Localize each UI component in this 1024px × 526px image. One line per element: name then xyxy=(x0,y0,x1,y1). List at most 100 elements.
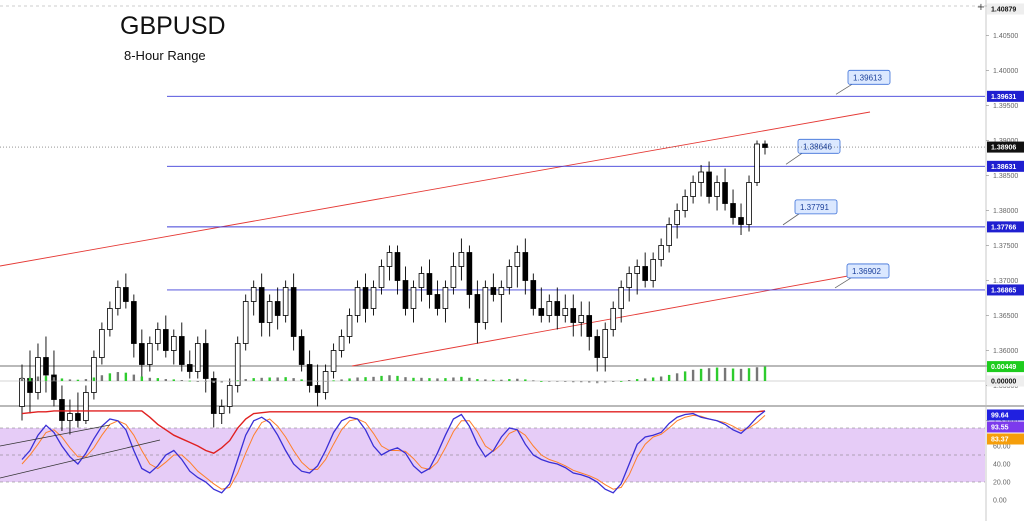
osc-bar xyxy=(108,373,112,381)
candle-up xyxy=(458,252,465,267)
price-tick-label: 1.37500 xyxy=(993,243,1018,250)
osc-bar xyxy=(651,377,655,381)
candle-down xyxy=(290,287,297,337)
osc-bar xyxy=(540,381,543,382)
candle-down xyxy=(274,301,281,316)
osc-bar xyxy=(548,381,551,382)
candle-up xyxy=(650,259,656,281)
osc-bar xyxy=(188,380,191,382)
candle-up xyxy=(514,252,521,267)
osc-bar xyxy=(212,381,215,383)
osc-bar xyxy=(372,376,375,381)
osc-bar xyxy=(36,376,40,381)
callout-pointer xyxy=(785,153,803,165)
osc-bar xyxy=(44,376,48,381)
stoch-k-line xyxy=(21,410,766,494)
osc-bar xyxy=(683,371,687,381)
osc-bar xyxy=(380,375,383,381)
candle-down xyxy=(706,171,712,197)
candle-up xyxy=(618,287,624,309)
osc-bar xyxy=(556,381,559,382)
level-callout xyxy=(847,69,891,85)
osc-latest-badge xyxy=(987,361,1024,373)
osc-bar xyxy=(596,381,599,384)
level-callout xyxy=(797,138,841,154)
candle-up xyxy=(506,266,513,288)
top-price-badge xyxy=(987,3,1024,15)
callout-pointer xyxy=(835,83,853,95)
stoch-tick-label: 40.00 xyxy=(993,462,1011,469)
price-tick-label: 1.37000 xyxy=(993,278,1018,285)
osc-bar xyxy=(196,381,199,382)
osc-bar xyxy=(452,377,455,381)
candle-up xyxy=(578,315,585,323)
page-subtitle: 8-Hour Range xyxy=(124,48,206,63)
candle-down xyxy=(298,336,305,365)
candle-down xyxy=(59,399,65,421)
stoch-value-badge xyxy=(987,433,1024,445)
osc-bar xyxy=(76,379,80,381)
level-price-badge-label: 1.38631 xyxy=(991,164,1016,171)
candle-up xyxy=(666,224,672,246)
candle-down xyxy=(594,336,601,358)
candle-up xyxy=(386,252,393,267)
osc-bar xyxy=(388,375,391,381)
candle-down xyxy=(186,364,193,372)
osc-bar xyxy=(236,380,239,382)
level-price-badge-label: 1.39631 xyxy=(991,94,1016,101)
osc-bar xyxy=(28,377,32,381)
candle-up xyxy=(562,308,569,316)
candle-up xyxy=(194,343,201,372)
stoch-tick-label: 60.00 xyxy=(993,444,1011,451)
osc-bar xyxy=(300,379,303,381)
osc-bar xyxy=(476,379,479,381)
candle-up xyxy=(354,287,361,316)
level-callout xyxy=(794,199,838,215)
osc-bar xyxy=(516,378,519,381)
osc-bar xyxy=(308,380,311,382)
candle-down xyxy=(43,357,49,376)
candle-up xyxy=(634,266,640,274)
osc-bar xyxy=(252,378,255,381)
osc-bar xyxy=(492,379,495,381)
osc-bar xyxy=(244,379,247,381)
candle-up xyxy=(746,182,752,225)
candle-up xyxy=(83,392,89,421)
osc-bar xyxy=(172,379,175,381)
level-price-badge xyxy=(987,284,1024,296)
candle-up xyxy=(242,301,249,344)
osc-bar xyxy=(52,377,56,381)
osc-bar xyxy=(659,376,663,381)
osc-bar xyxy=(508,379,511,381)
candle-down xyxy=(530,280,537,309)
level-callout xyxy=(846,263,890,279)
level-price-badge xyxy=(987,160,1024,172)
osc-bar xyxy=(220,381,223,383)
candle-up xyxy=(418,273,425,288)
candle-down xyxy=(75,413,81,421)
stoch-value-badge-label: 99.64 xyxy=(991,413,1009,420)
page-title: GBPUSD xyxy=(120,12,226,40)
candle-down xyxy=(362,287,369,309)
stoch-value-badge-label: 93.55 xyxy=(991,425,1009,432)
stoch-tick-label: 0.00 xyxy=(993,498,1007,505)
osc-latest-badge-label: 0.00449 xyxy=(991,364,1016,371)
osc-bar xyxy=(276,377,279,381)
osc-bar xyxy=(124,372,128,381)
candle-up xyxy=(370,287,377,309)
stoch-value-badge-label: 83.37 xyxy=(991,437,1009,444)
stoch-signal-line xyxy=(21,410,766,454)
price-tick-label: 1.40000 xyxy=(993,68,1018,75)
plus-icon[interactable]: + xyxy=(976,2,986,13)
candle-down xyxy=(394,252,401,281)
osc-bar xyxy=(92,377,96,381)
osc-bar xyxy=(156,378,160,381)
level-price-badge xyxy=(987,221,1024,233)
current-price-badge-label: 1.38906 xyxy=(991,145,1016,152)
candle-up xyxy=(250,287,257,302)
candle-up xyxy=(674,210,680,225)
candle-down xyxy=(306,364,313,386)
stoch-d-line xyxy=(21,414,766,490)
candle-down xyxy=(434,294,441,309)
